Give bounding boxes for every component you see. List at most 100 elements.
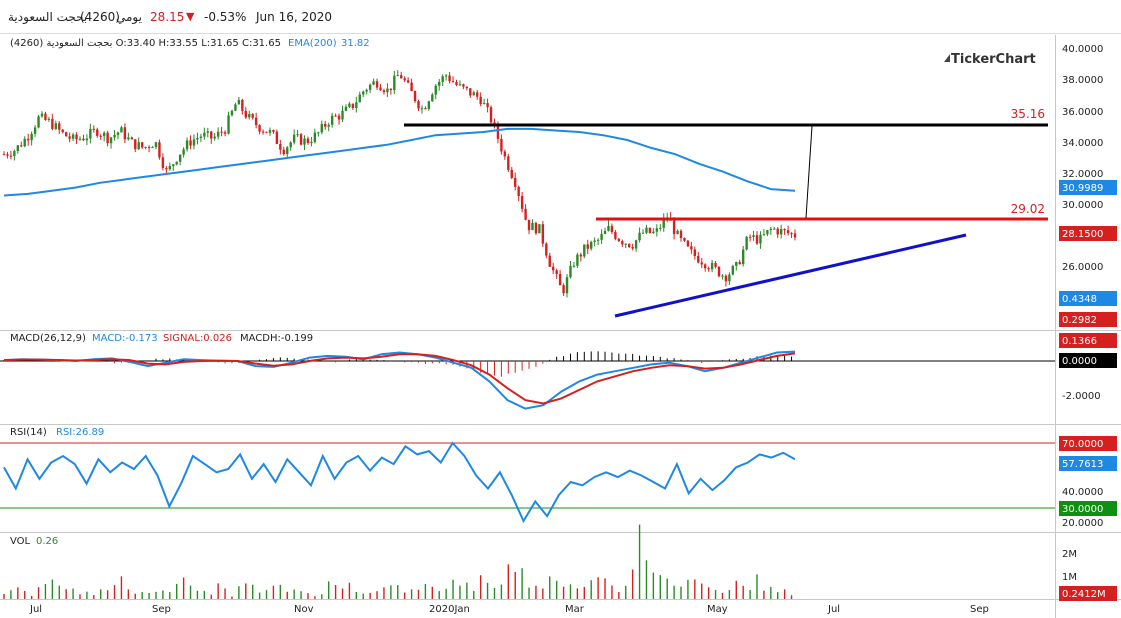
candle-body [403, 78, 406, 81]
candle-body [192, 139, 196, 146]
candle-body [538, 224, 541, 234]
candle-body [251, 114, 254, 118]
candle-body [659, 227, 662, 229]
candle-body [127, 137, 130, 140]
candle-body [337, 115, 341, 120]
rsi-panel[interactable]: RSI(14) RSI:26.89 40.0000 20.0000 70.000… [0, 427, 1117, 529]
candle-body [465, 86, 469, 89]
volume-panel[interactable]: VOL 0.26 2M 1M 0.2412M [3, 524, 1117, 601]
macd-panel[interactable]: MACD(26,12,9) MACD:-0.173 SIGNAL:0.026 M… [0, 333, 1117, 410]
candle-body [717, 266, 721, 277]
price-tick: 40.0000 [1062, 44, 1103, 55]
value-tag-red-bg [1059, 312, 1117, 327]
price-tags: 30.9989 28.1500 0.4348 0.2982 [1059, 180, 1117, 327]
candle-body [759, 234, 762, 244]
volume-bars [3, 524, 793, 599]
candle-body [196, 138, 199, 140]
candle-body [441, 76, 444, 82]
ema200-line [3, 127, 796, 197]
candle-body [724, 275, 728, 282]
candle-body [306, 138, 310, 144]
candle-body [755, 235, 759, 244]
candle-body [161, 157, 165, 168]
candlesticks [2, 70, 797, 298]
time-tick: Sep [970, 604, 989, 615]
candle-body [527, 219, 531, 231]
quote-date: Jun 16, 2020 [256, 10, 333, 24]
price-panel[interactable]: بحجت السعودية (4260) O:33.40 H:33.55 L:3… [2, 38, 1117, 327]
candle-body [569, 265, 572, 278]
signal-value: SIGNAL:0.026 [163, 333, 232, 344]
tickerchart-logo: TickerChart [944, 52, 1036, 67]
candle-body [334, 115, 337, 117]
candle-body [244, 110, 247, 118]
candle-body [396, 75, 399, 77]
support-trendline[interactable] [614, 233, 967, 318]
value-tag-red: 0.2982 [1062, 315, 1097, 326]
candle-body [779, 229, 783, 235]
price-tick: 26.0000 [1062, 262, 1103, 273]
candle-body [365, 89, 368, 92]
candle-body [735, 262, 738, 266]
candle-body [348, 103, 351, 107]
candle-body [313, 132, 317, 142]
candle-body [6, 154, 9, 156]
candle-body [330, 115, 334, 125]
candle-body [85, 138, 89, 141]
candle-body [144, 146, 147, 148]
candle-body [431, 94, 434, 102]
candle-body [710, 262, 714, 270]
candle-body [165, 167, 168, 170]
candle-body [400, 75, 403, 79]
candle-body [738, 262, 741, 265]
projection-line[interactable] [805, 125, 813, 219]
candle-body [455, 82, 458, 85]
candle-body [61, 129, 64, 133]
time-tick: Nov [294, 604, 314, 615]
candle-body [690, 246, 693, 250]
panel-borders [0, 35, 1121, 618]
candle-body [389, 88, 393, 91]
candle-body [286, 147, 289, 155]
candle-body [579, 254, 583, 257]
last-price-tag: 28.1500 [1062, 229, 1103, 240]
ema-label: EMA(200) [288, 38, 337, 49]
price-axis: 40.0000 38.0000 36.0000 34.0000 32.0000 … [1062, 44, 1103, 273]
candle-body [634, 240, 638, 249]
time-axis: Jul Sep Nov 2020Jan Mar May Jul Sep [29, 604, 989, 615]
candle-body [510, 169, 513, 178]
candle-body [555, 270, 558, 275]
candle-body [448, 75, 451, 82]
candle-body [552, 266, 555, 271]
change-percent: -0.53% [204, 10, 247, 24]
macd-tag-red: 0.1366 [1062, 336, 1097, 347]
candle-body [531, 222, 534, 231]
candle-body [303, 138, 306, 145]
candle-body [572, 265, 576, 267]
signal-line [3, 352, 796, 405]
candle-body [147, 146, 151, 148]
candle-body [462, 84, 465, 87]
candle-body [96, 129, 99, 136]
candle-body [773, 228, 776, 230]
candle-body [697, 255, 700, 263]
candle-body [438, 81, 441, 86]
candle-body [317, 132, 320, 134]
candle-body [51, 118, 54, 129]
candle-body [393, 75, 396, 91]
drawn-lines[interactable]: 35.16 29.02 [404, 107, 1048, 318]
candle-body [137, 142, 140, 150]
candle-body [617, 238, 621, 242]
candle-body [444, 75, 448, 77]
candle-body [213, 136, 216, 139]
time-tick: 2020Jan [429, 604, 470, 615]
rsi-tick: 40.0000 [1062, 487, 1103, 498]
candle-body [624, 243, 627, 245]
candle-body [382, 90, 386, 93]
candle-body [458, 84, 462, 86]
rsi-tag-upper-bg [1059, 436, 1117, 451]
rsi-line [3, 441, 796, 524]
candle-body [130, 137, 134, 140]
period-label[interactable]: يومي [116, 10, 142, 24]
